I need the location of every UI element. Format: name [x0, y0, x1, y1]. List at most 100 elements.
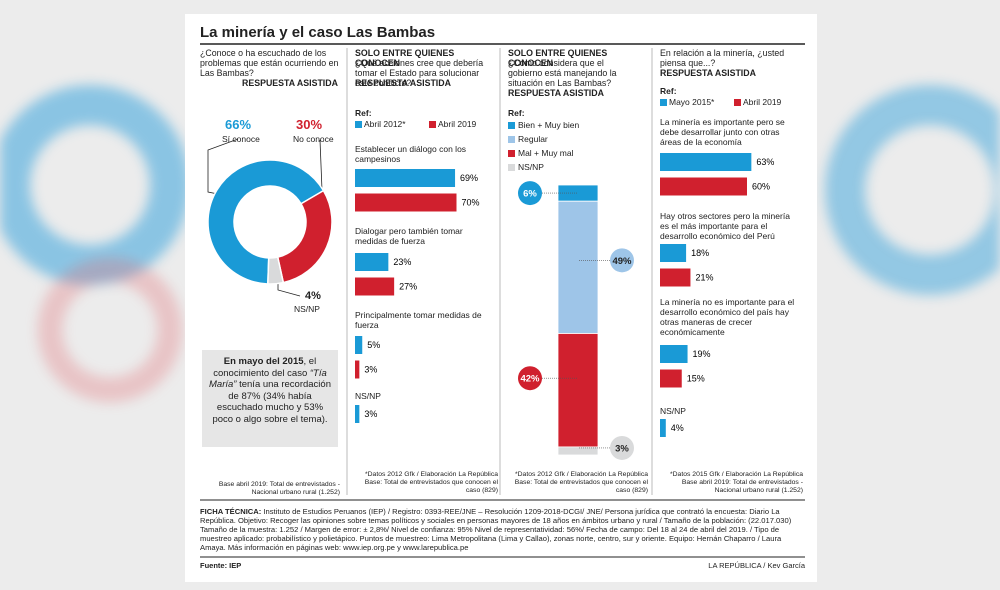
bar: [355, 253, 389, 271]
value-label: 3%: [364, 409, 377, 419]
legend-swatch: [508, 150, 515, 157]
note-part: , el conocimiento del caso: [213, 356, 317, 379]
legend-swatch: [734, 99, 741, 106]
question: ¿Conoce o ha escuchado de los problemas …: [200, 48, 339, 78]
note-part: En mayo del 2015: [223, 356, 304, 367]
bar: [355, 360, 360, 379]
ficha-tecnica: FICHA TÉCNICA: Instituto de Estudios Per…: [200, 507, 806, 552]
subtitle: RESPUESTA ASISTIDA: [508, 88, 604, 98]
bar-segment: [557, 200, 599, 334]
legend-label: Abril 2019: [743, 97, 782, 107]
category-label: NS/NP: [355, 391, 381, 401]
value-label: 21%: [695, 273, 713, 283]
value-label: 27%: [399, 282, 417, 292]
legend-swatch: [355, 121, 362, 128]
category-label: Sí conoce: [222, 134, 260, 144]
bar: [355, 405, 360, 423]
value-label: 3%: [364, 365, 377, 375]
legend-swatch: [508, 136, 515, 143]
value-label: 4%: [305, 290, 321, 302]
bar: [355, 336, 363, 354]
label-bubble: [610, 435, 634, 460]
question: En relación a la minería, ¿usted piensa …: [660, 48, 785, 68]
bar: [355, 193, 457, 212]
legend-label: Abril 2012*: [364, 119, 406, 129]
header: SOLO ENTRE QUIENES CONOCEN: [508, 48, 608, 68]
legend-swatch: [508, 164, 515, 171]
category-label: Hay otros sectores pero la minería es el…: [660, 211, 790, 241]
value-label: 6%: [523, 189, 537, 200]
bar: [660, 268, 691, 287]
label-bubble: [610, 248, 634, 273]
bar: [355, 169, 456, 187]
value-label: 42%: [520, 374, 540, 385]
footnote: *Datos 2015 Gfk / Elaboración La Repúbli…: [670, 471, 803, 494]
value-label: 23%: [393, 257, 411, 267]
footnote: *Datos 2012 Gfk / Elaboración La Repúbli…: [364, 471, 498, 494]
value-label: 3%: [615, 443, 629, 454]
note: En mayo del 2015, el conocimiento del ca…: [206, 356, 334, 425]
bar: [660, 345, 688, 363]
legend-swatch: [508, 122, 515, 129]
legend-swatch: [660, 99, 667, 106]
subtitle: RESPUESTA ASISTIDA: [660, 68, 756, 78]
category-label: Principalmente tomar medidas de fuerza: [355, 310, 482, 330]
category-label: NS/NP: [660, 406, 686, 416]
subtitle: RESPUESTA ASISTIDA: [355, 78, 451, 88]
legend-label: Mayo 2015*: [669, 97, 715, 107]
category-label: Dialogar pero también tomar medidas de f…: [355, 226, 463, 246]
value-label: 60%: [752, 182, 770, 192]
label-bubble: [518, 366, 542, 391]
bar: [660, 369, 682, 388]
value-label: 30%: [296, 117, 323, 132]
bar-segment: [557, 333, 599, 448]
ficha-text: Instituto de Estudios Peruanos (IEP) / R…: [200, 507, 792, 552]
footnote: *Datos 2012 Gfk / Elaboración La Repúbli…: [514, 471, 648, 494]
legend-label: Abril 2019: [438, 119, 477, 129]
legend-label: Bien + Muy bien: [518, 120, 580, 130]
ficha-label: FICHA TÉCNICA:: [200, 507, 262, 516]
legend-title: Ref:: [508, 108, 525, 118]
value-label: 70%: [462, 198, 480, 208]
legend-title: Ref:: [660, 86, 677, 96]
question: ¿Cómo considera que el gobierno está man…: [508, 58, 617, 88]
subtitle: RESPUESTA ASISTIDA: [242, 78, 338, 88]
bar: [660, 153, 752, 171]
category-label: Establecer un diálogo con los campesinos: [355, 144, 467, 164]
credit: LA REPÚBLICA / Kev García: [708, 561, 805, 570]
donut-slice: [276, 189, 333, 284]
category-label: La minería es importante pero se debe de…: [660, 117, 785, 147]
category-label: No conoce: [293, 134, 334, 144]
value-label: 69%: [460, 173, 478, 183]
legend-label: Regular: [518, 134, 548, 144]
value-label: 66%: [225, 117, 252, 132]
value-label: 15%: [687, 374, 705, 384]
footnote: Base abril 2019: Total de entrevistados …: [218, 481, 340, 496]
bar: [660, 244, 687, 262]
question: ¿Qué acciones cree que debería tomar el …: [355, 58, 484, 88]
source: Fuente: IEP: [200, 561, 242, 570]
label-bubble: [518, 181, 542, 206]
value-label: 5%: [367, 340, 380, 350]
value-label: 49%: [612, 256, 632, 267]
category-label: La minería no es importante para el desa…: [660, 297, 795, 337]
bar: [660, 419, 666, 437]
legend-swatch: [429, 121, 436, 128]
header: SOLO ENTRE QUIENES CONOCEN: [355, 48, 455, 68]
bar: [355, 277, 395, 296]
legend-label: NS/NP: [518, 162, 544, 172]
value-label: 18%: [691, 248, 709, 258]
value-label: 19%: [693, 349, 711, 359]
value-label: 4%: [671, 423, 684, 433]
title: La minería y el caso Las Bambas: [200, 24, 436, 41]
bar-segment: [557, 446, 599, 456]
donut-slice: [207, 159, 325, 285]
category-label: NS/NP: [294, 304, 320, 314]
donut-slice: [267, 256, 285, 285]
value-label: 63%: [756, 157, 774, 167]
note-part: “Tía María”: [209, 367, 327, 391]
legend-label: Mal + Muy mal: [518, 148, 574, 158]
